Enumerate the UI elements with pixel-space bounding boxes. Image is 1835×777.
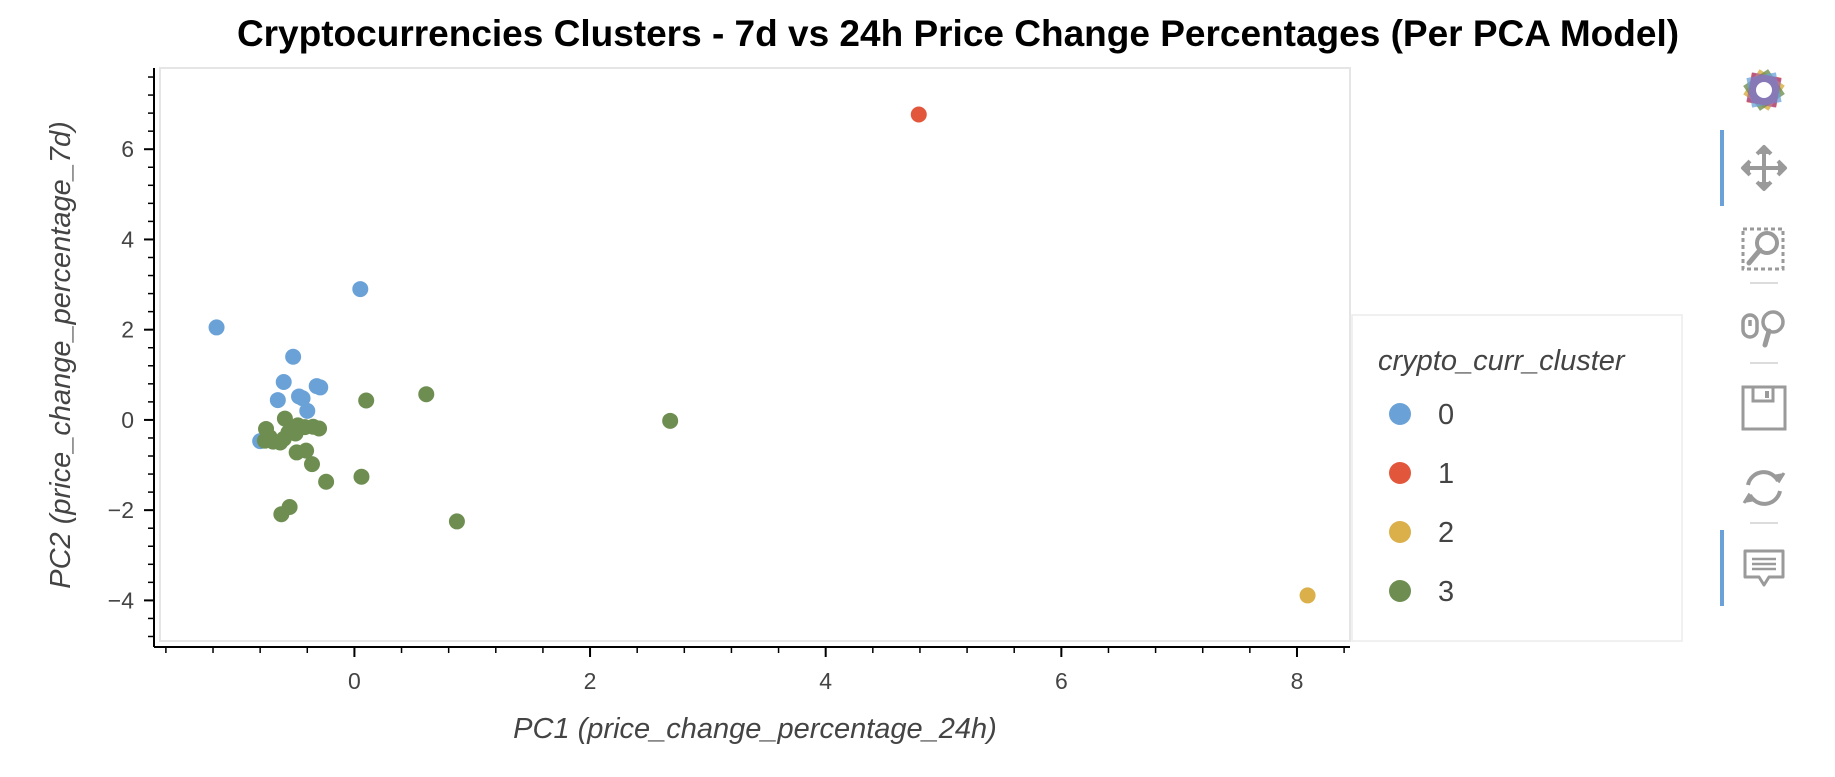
pan-active-indicator xyxy=(1720,130,1724,206)
legend: crypto_curr_cluster 0 1 2 3 xyxy=(1351,314,1683,642)
legend-label: 2 xyxy=(1438,517,1454,549)
point-cluster-1[interactable] xyxy=(910,106,927,123)
y-tick-label: −2 xyxy=(108,497,134,523)
legend-marker xyxy=(1389,462,1411,484)
toolbar-separator xyxy=(1750,362,1778,364)
chart-title: Cryptocurrencies Clusters - 7d vs 24h Pr… xyxy=(237,13,1679,54)
plot-area[interactable] xyxy=(159,67,1351,642)
point-cluster-3[interactable] xyxy=(662,412,679,429)
legend-title: crypto_curr_cluster xyxy=(1378,345,1626,377)
y-axis-label: PC2 (price_change_percentage_7d) xyxy=(45,121,77,589)
hover-icon[interactable] xyxy=(1734,538,1794,598)
y-tick-label: −4 xyxy=(108,587,134,613)
bokeh-logo-icon[interactable] xyxy=(1734,60,1794,120)
x-tick-label: 6 xyxy=(1055,668,1068,694)
point-cluster-3[interactable] xyxy=(303,456,320,473)
point-cluster-3[interactable] xyxy=(272,434,289,451)
legend-label: 3 xyxy=(1438,576,1454,608)
x-tick-label: 4 xyxy=(819,668,832,694)
y-tick-label: 6 xyxy=(121,136,134,162)
axes: 0 2 4 6 8 −4 −2 0 2 4 6 xyxy=(108,68,1350,694)
point-cluster-0[interactable] xyxy=(352,281,369,298)
point-cluster-3[interactable] xyxy=(448,513,465,530)
toolbar-separator xyxy=(1750,522,1778,524)
point-cluster-2[interactable] xyxy=(1299,587,1316,604)
x-axis-label: PC1 (price_change_percentage_24h) xyxy=(513,713,997,745)
reset-icon[interactable] xyxy=(1734,458,1794,518)
point-cluster-3[interactable] xyxy=(418,386,435,403)
point-cluster-3[interactable] xyxy=(353,468,370,485)
hover-active-indicator xyxy=(1720,530,1724,606)
pan-icon[interactable] xyxy=(1734,138,1794,198)
point-cluster-3[interactable] xyxy=(298,442,315,459)
point-cluster-0[interactable] xyxy=(275,374,292,391)
point-cluster-3[interactable] xyxy=(273,506,290,523)
point-cluster-0[interactable] xyxy=(269,392,286,409)
point-cluster-0[interactable] xyxy=(294,390,311,407)
legend-marker xyxy=(1389,521,1411,543)
point-cluster-3[interactable] xyxy=(318,473,335,490)
wheel-zoom-icon[interactable] xyxy=(1734,298,1794,358)
legend-label: 1 xyxy=(1438,458,1454,490)
point-cluster-3[interactable] xyxy=(276,410,293,427)
toolbar-separator xyxy=(1750,282,1778,284)
legend-marker xyxy=(1389,403,1411,425)
point-cluster-0[interactable] xyxy=(208,319,225,336)
toolbar xyxy=(1720,60,1810,606)
point-cluster-0[interactable] xyxy=(285,348,302,365)
save-icon[interactable] xyxy=(1734,378,1794,438)
scatter-points xyxy=(208,106,1316,604)
x-tick-label: 0 xyxy=(348,668,361,694)
point-cluster-3[interactable] xyxy=(358,392,375,409)
x-tick-label: 2 xyxy=(584,668,597,694)
y-tick-label: 0 xyxy=(121,407,134,433)
box-zoom-icon[interactable] xyxy=(1734,218,1794,278)
point-cluster-3[interactable] xyxy=(311,420,328,437)
legend-label: 0 xyxy=(1438,399,1454,431)
point-cluster-0[interactable] xyxy=(299,402,316,419)
point-cluster-0[interactable] xyxy=(312,379,329,396)
legend-marker xyxy=(1389,580,1411,602)
y-tick-label: 2 xyxy=(121,317,134,343)
y-tick-label: 4 xyxy=(121,226,134,252)
x-tick-label: 8 xyxy=(1291,668,1304,694)
